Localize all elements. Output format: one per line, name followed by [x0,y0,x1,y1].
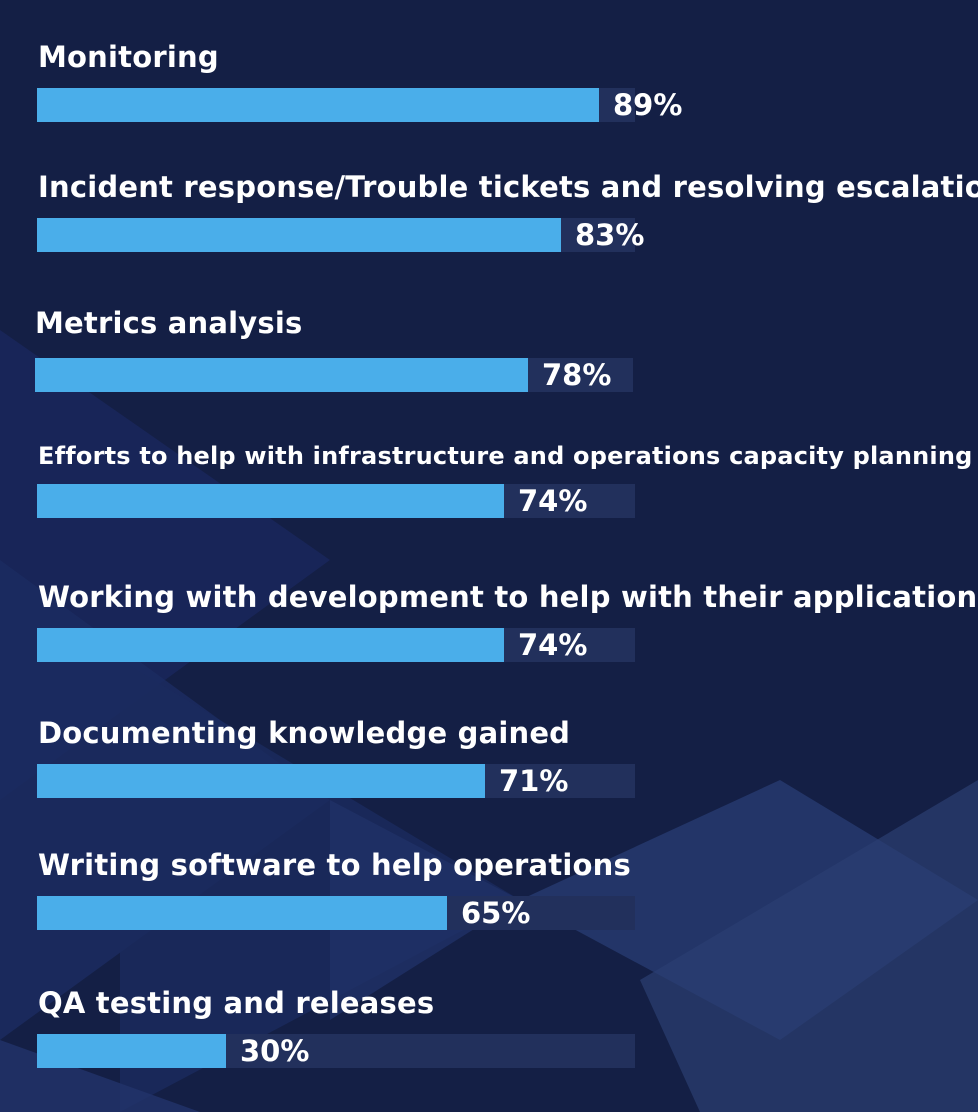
bar [37,896,447,930]
bar [37,764,485,798]
value-label: 71% [499,764,569,798]
bar [37,1034,226,1068]
bar [37,628,504,662]
bar [37,88,599,122]
bar [35,358,528,392]
value-label: 78% [542,358,612,392]
category-label: Efforts to help with infrastructure and … [38,442,973,470]
bar [37,484,504,518]
value-label: 89% [613,88,683,122]
category-label: Working with development to help with th… [38,580,978,614]
category-label: Incident response/Trouble tickets and re… [38,170,978,204]
value-label: 65% [461,896,531,930]
value-label: 74% [518,484,588,518]
category-label: Documenting knowledge gained [38,716,571,750]
category-label: Monitoring [38,40,219,74]
value-label: 74% [518,628,588,662]
value-label: 30% [240,1034,310,1068]
value-label: 83% [575,218,645,252]
category-label: Metrics analysis [35,306,303,340]
bar [37,218,561,252]
category-label: QA testing and releases [38,986,435,1020]
category-label: Writing software to help operations [38,848,631,882]
